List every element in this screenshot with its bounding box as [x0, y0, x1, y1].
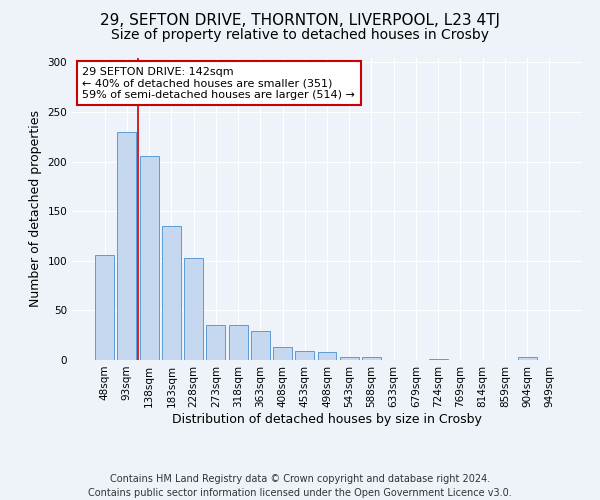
Bar [118, 132, 136, 360]
Bar [429, 359, 448, 360]
Bar [340, 357, 359, 360]
Text: 29 SEFTON DRIVE: 142sqm
← 40% of detached houses are smaller (351)
59% of semi-d: 29 SEFTON DRIVE: 142sqm ← 40% of detache… [82, 66, 355, 100]
Bar [273, 347, 292, 360]
Text: Size of property relative to detached houses in Crosby: Size of property relative to detached ho… [111, 28, 489, 42]
Bar [184, 258, 203, 360]
Bar [251, 331, 270, 360]
Bar [362, 357, 381, 360]
X-axis label: Distribution of detached houses by size in Crosby: Distribution of detached houses by size … [172, 412, 482, 426]
Text: Contains HM Land Registry data © Crown copyright and database right 2024.
Contai: Contains HM Land Registry data © Crown c… [88, 474, 512, 498]
Bar [229, 326, 248, 360]
Bar [206, 326, 225, 360]
Text: 29, SEFTON DRIVE, THORNTON, LIVERPOOL, L23 4TJ: 29, SEFTON DRIVE, THORNTON, LIVERPOOL, L… [100, 12, 500, 28]
Bar [140, 156, 158, 360]
Y-axis label: Number of detached properties: Number of detached properties [29, 110, 42, 307]
Bar [295, 351, 314, 360]
Bar [95, 255, 114, 360]
Bar [162, 226, 181, 360]
Bar [317, 352, 337, 360]
Bar [518, 357, 536, 360]
